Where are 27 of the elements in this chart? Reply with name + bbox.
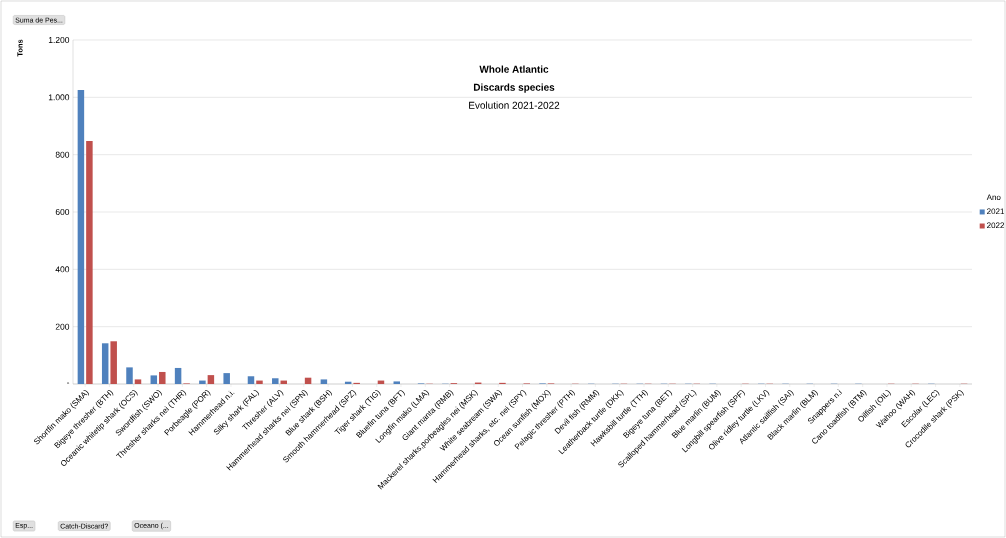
bar — [77, 89, 85, 384]
bar — [393, 381, 401, 384]
y-tick-label: 400 — [55, 266, 70, 273]
bar — [126, 367, 133, 384]
bar — [174, 367, 182, 384]
annotation: Evolution 2021-2022 — [469, 101, 560, 109]
y-tick-label: 1.200 — [48, 37, 70, 43]
text: Whole Atlantic — [479, 65, 549, 73]
y-tick-label: 200 — [55, 323, 70, 330]
bar — [110, 341, 117, 384]
bar — [247, 376, 255, 384]
y-tick-label: - — [67, 382, 70, 384]
bar — [320, 379, 328, 384]
bar — [207, 375, 215, 384]
bar — [223, 373, 230, 384]
bar — [159, 371, 166, 384]
y-tick-label: 600 — [55, 209, 70, 215]
text: Discards species — [473, 83, 555, 93]
bar — [272, 378, 279, 384]
bar — [199, 380, 206, 384]
bar — [150, 375, 158, 384]
y-tick-label: 800 — [55, 151, 70, 158]
bar — [134, 379, 142, 384]
y-tick-label: 1.000 — [48, 94, 70, 101]
bar — [101, 343, 109, 384]
bar — [86, 140, 93, 384]
bar — [256, 380, 263, 384]
